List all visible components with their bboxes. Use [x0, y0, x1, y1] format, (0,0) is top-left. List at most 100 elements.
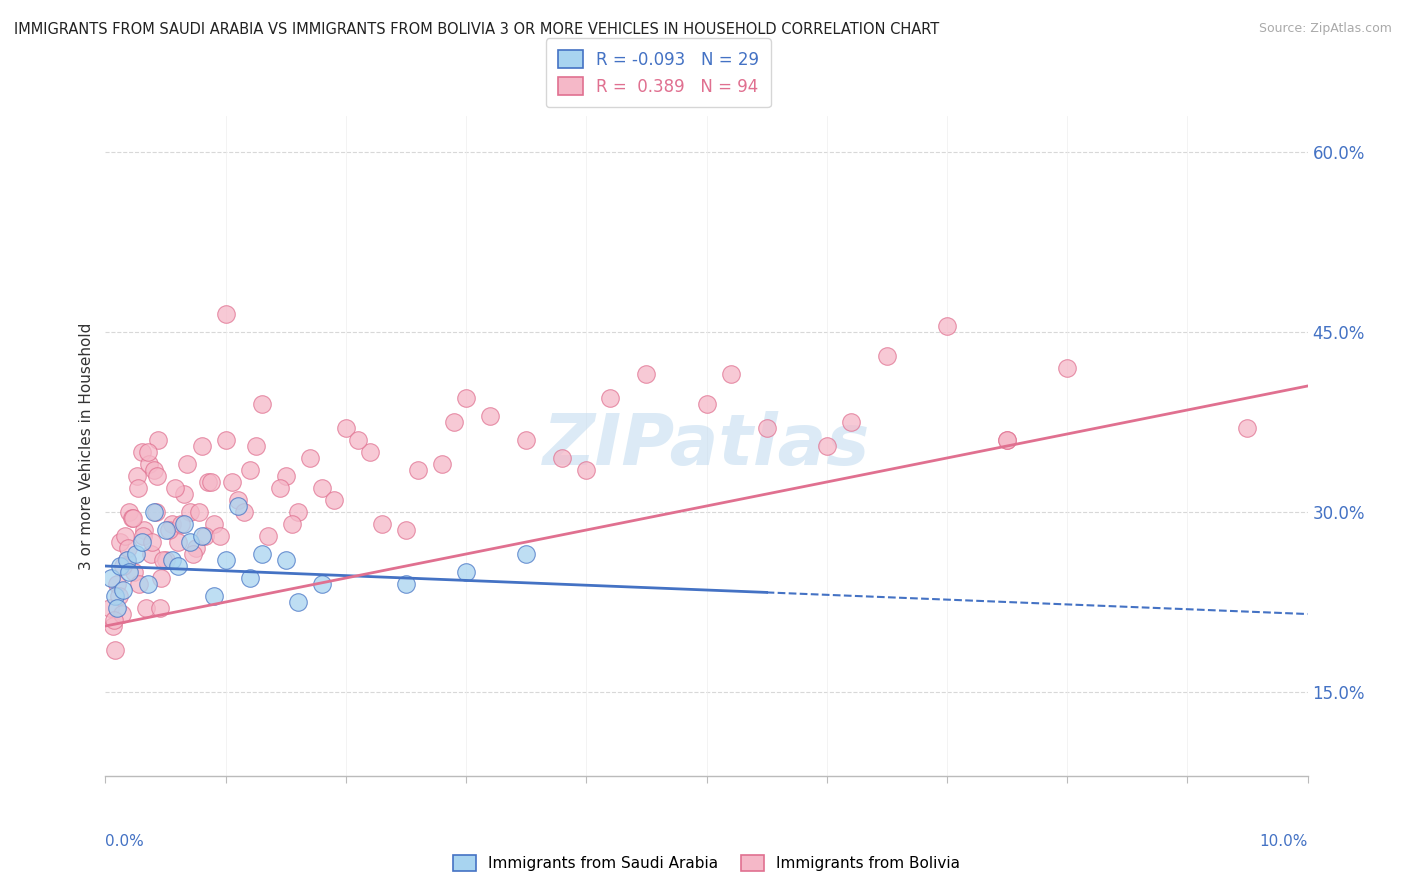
Point — [287, 595, 309, 609]
Point — [166, 535, 188, 549]
Point — [146, 469, 169, 483]
Text: 10.0%: 10.0% — [1260, 834, 1308, 849]
Point — [311, 481, 333, 495]
Point — [179, 535, 201, 549]
Point — [456, 565, 478, 579]
Point — [395, 523, 418, 537]
Point — [107, 601, 129, 615]
Point — [232, 505, 254, 519]
Point — [155, 553, 177, 567]
Point — [311, 577, 333, 591]
Point — [184, 541, 207, 555]
Point — [117, 541, 139, 555]
Point — [132, 529, 155, 543]
Point — [142, 463, 165, 477]
Point — [128, 577, 150, 591]
Point — [160, 516, 183, 531]
Point — [173, 487, 195, 501]
Point — [395, 577, 418, 591]
Point — [406, 463, 429, 477]
Point — [125, 469, 148, 483]
Point — [696, 397, 718, 411]
Point — [165, 481, 187, 495]
Point — [124, 565, 146, 579]
Point — [104, 643, 127, 657]
Text: IMMIGRANTS FROM SAUDI ARABIA VS IMMIGRANTS FROM BOLIVIA 3 OR MORE VEHICLES IN HO: IMMIGRANTS FROM SAUDI ARABIA VS IMMIGRAN… — [14, 22, 939, 37]
Point — [200, 475, 222, 489]
Point — [181, 547, 204, 561]
Point — [157, 523, 180, 537]
Point — [145, 505, 167, 519]
Point — [107, 577, 129, 591]
Point — [170, 516, 193, 531]
Point — [114, 529, 136, 543]
Point — [876, 349, 898, 363]
Point — [166, 559, 188, 574]
Point — [115, 553, 138, 567]
Point — [839, 415, 862, 429]
Point — [107, 589, 129, 603]
Point — [111, 607, 134, 621]
Point — [108, 559, 131, 574]
Legend: Immigrants from Saudi Arabia, Immigrants from Bolivia: Immigrants from Saudi Arabia, Immigrants… — [447, 848, 966, 878]
Point — [479, 409, 502, 423]
Point — [551, 450, 574, 465]
Point — [575, 463, 598, 477]
Point — [112, 582, 135, 597]
Point — [139, 547, 162, 561]
Point — [108, 535, 131, 549]
Point — [636, 367, 658, 381]
Point — [443, 415, 465, 429]
Point — [250, 397, 273, 411]
Point — [815, 439, 838, 453]
Point — [456, 391, 478, 405]
Point — [100, 571, 122, 585]
Point — [202, 589, 225, 603]
Point — [135, 601, 157, 615]
Point — [1236, 421, 1258, 435]
Point — [124, 547, 146, 561]
Point — [103, 613, 125, 627]
Point — [322, 493, 344, 508]
Point — [202, 516, 225, 531]
Text: ZIPatlas: ZIPatlas — [543, 411, 870, 481]
Point — [995, 433, 1018, 447]
Point — [101, 619, 124, 633]
Point — [274, 469, 297, 483]
Point — [190, 529, 212, 543]
Point — [118, 505, 141, 519]
Point — [245, 439, 267, 453]
Point — [208, 529, 231, 543]
Point — [239, 463, 262, 477]
Point — [104, 589, 127, 603]
Point — [141, 535, 163, 549]
Point — [515, 433, 537, 447]
Point — [136, 445, 159, 459]
Point — [118, 565, 141, 579]
Point — [995, 433, 1018, 447]
Point — [214, 433, 236, 447]
Point — [335, 421, 357, 435]
Point — [179, 505, 201, 519]
Point — [755, 421, 778, 435]
Point — [226, 499, 249, 513]
Point — [152, 553, 174, 567]
Point — [112, 559, 135, 574]
Point — [98, 601, 121, 615]
Point — [936, 318, 959, 333]
Point — [599, 391, 621, 405]
Point — [122, 511, 145, 525]
Point — [226, 493, 249, 508]
Point — [155, 523, 177, 537]
Point — [1056, 361, 1078, 376]
Point — [148, 601, 170, 615]
Point — [696, 805, 718, 819]
Point — [176, 457, 198, 471]
Point — [197, 475, 219, 489]
Point — [214, 553, 236, 567]
Y-axis label: 3 or more Vehicles in Household: 3 or more Vehicles in Household — [79, 322, 94, 570]
Point — [194, 529, 217, 543]
Point — [136, 577, 159, 591]
Point — [256, 529, 278, 543]
Point — [214, 307, 236, 321]
